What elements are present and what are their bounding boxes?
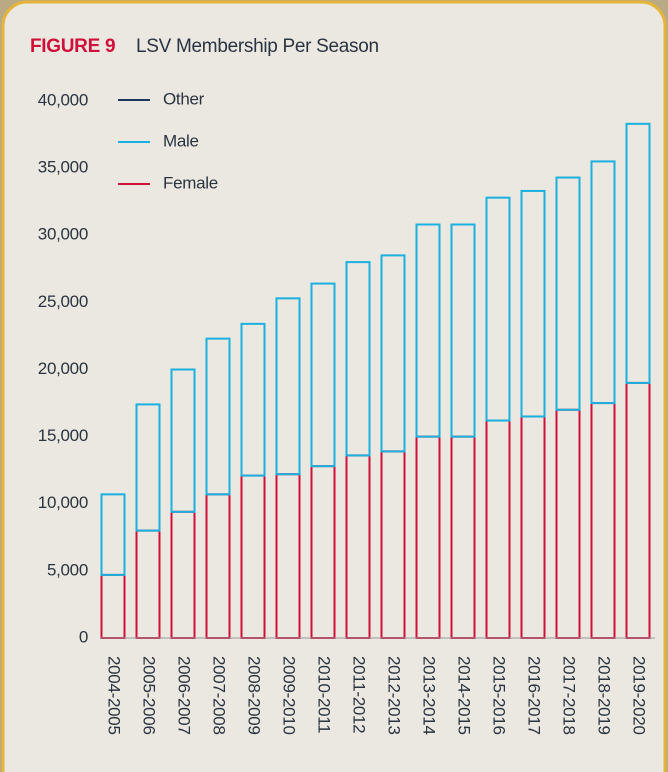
y-tick-label: 15,000 (38, 426, 88, 445)
x-tick-label: 2019-2020 (630, 656, 649, 735)
x-tick-label: 2009-2010 (280, 656, 299, 735)
x-tick-label: 2016-2017 (525, 656, 544, 735)
legend-label: Male (163, 131, 199, 150)
y-tick-label: 20,000 (38, 359, 88, 378)
x-tick-label: 2013-2014 (420, 656, 439, 735)
y-tick-label: 10,000 (38, 493, 88, 512)
x-tick-label: 2004-2005 (105, 656, 124, 735)
x-tick-label: 2017-2018 (560, 656, 579, 735)
x-tick-label: 2007-2008 (210, 656, 229, 735)
x-tick-label: 2011-2012 (350, 656, 369, 733)
y-tick-label: 40,000 (38, 90, 88, 109)
figure-label: FIGURE 9 (30, 36, 115, 57)
x-tick-label: 2008-2009 (245, 656, 264, 735)
y-tick-label: 5,000 (47, 560, 88, 579)
legend-label: Female (163, 173, 218, 192)
y-tick-label: 0 (79, 627, 88, 646)
x-tick-label: 2006-2007 (175, 656, 194, 735)
x-tick-label: 2012-2013 (385, 656, 404, 735)
legend-label: Other (163, 89, 205, 108)
x-tick-label: 2014-2015 (455, 656, 474, 735)
x-tick-label: 2005-2006 (140, 656, 159, 735)
x-tick-label: 2010-2011 (315, 656, 334, 733)
x-tick-label: 2018-2019 (595, 656, 614, 735)
y-tick-label: 25,000 (38, 292, 88, 311)
y-tick-label: 30,000 (38, 225, 88, 244)
x-tick-label: 2015-2016 (490, 656, 509, 735)
page: FIGURE 9 LSV Membership Per Season 0 5,00… (0, 0, 668, 772)
chart: FIGURE 9 LSV Membership Per Season 0 5,00… (0, 0, 668, 772)
chart-title: LSV Membership Per Season (136, 36, 379, 57)
y-tick-label: 35,000 (38, 158, 88, 177)
